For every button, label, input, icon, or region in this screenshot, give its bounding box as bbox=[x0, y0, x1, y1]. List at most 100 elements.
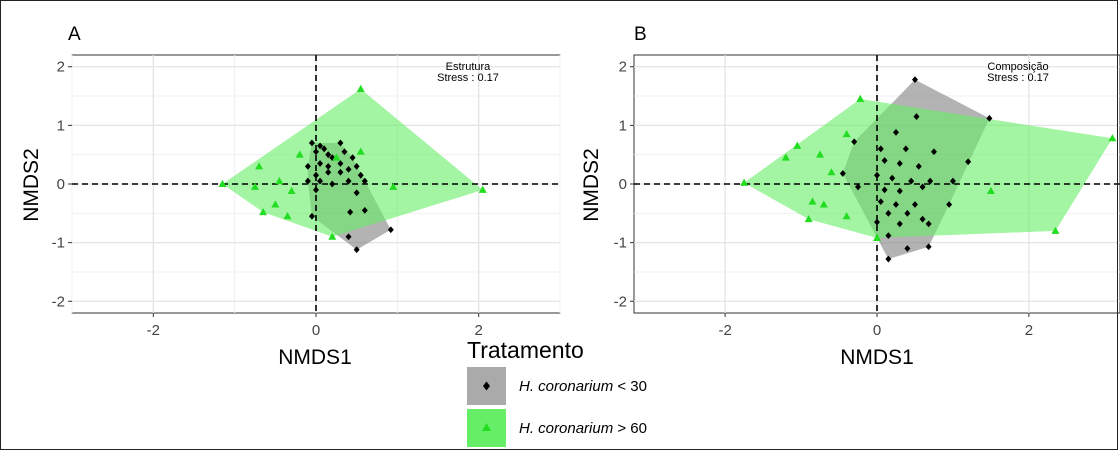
data-point-diamond bbox=[308, 212, 315, 220]
data-point-diamond bbox=[885, 209, 892, 217]
data-point-triangle bbox=[389, 182, 398, 190]
data-point-diamond bbox=[361, 206, 368, 214]
data-point-diamond bbox=[902, 145, 909, 153]
data-point-diamond bbox=[986, 114, 993, 122]
x-tick-label: 2 bbox=[1025, 322, 1033, 339]
data-point-triangle bbox=[287, 186, 296, 195]
data-point-diamond bbox=[357, 171, 364, 179]
data-point-diamond bbox=[885, 255, 892, 263]
data-point-diamond bbox=[896, 220, 903, 228]
legend: Tratamento H. coronarium < 30 H. coronar… bbox=[467, 337, 647, 447]
data-point-diamond bbox=[361, 177, 368, 185]
data-point-diamond bbox=[313, 171, 319, 179]
data-point-triangle bbox=[827, 168, 836, 176]
data-point-triangle bbox=[1108, 134, 1117, 142]
data-point-triangle bbox=[478, 185, 487, 193]
data-point-diamond bbox=[911, 76, 918, 84]
data-point-diamond bbox=[855, 183, 862, 191]
data-point-triangle bbox=[986, 186, 995, 195]
data-point-triangle bbox=[295, 150, 304, 158]
x-tick-label: 0 bbox=[873, 322, 881, 339]
data-point-triangle bbox=[1051, 226, 1060, 234]
data-point-triangle bbox=[356, 84, 365, 93]
data-point-triangle bbox=[781, 153, 790, 161]
data-point-triangle bbox=[275, 176, 284, 185]
data-point-diamond bbox=[353, 163, 360, 170]
data-point-diamond bbox=[946, 201, 953, 208]
x-tick-label: 0 bbox=[312, 322, 320, 339]
data-point-diamond bbox=[915, 163, 922, 170]
data-point-diamond bbox=[925, 220, 932, 228]
data-point-diamond bbox=[337, 160, 344, 167]
annotation-line-2: Stress : 0.17 bbox=[987, 72, 1049, 84]
data-point-triangle bbox=[251, 182, 259, 190]
data-point-diamond bbox=[874, 218, 880, 226]
data-point-diamond bbox=[325, 168, 332, 176]
y-tick-label: 0 bbox=[619, 176, 627, 193]
data-point-diamond bbox=[911, 201, 918, 208]
annotation-line-1: Estrutura bbox=[446, 61, 492, 73]
hull-high bbox=[744, 99, 1113, 238]
data-point-triangle bbox=[740, 178, 749, 186]
data-point-triangle bbox=[332, 153, 341, 161]
y-tick-label: -2 bbox=[52, 293, 65, 310]
data-point-diamond bbox=[919, 215, 926, 223]
data-point-diamond bbox=[927, 177, 934, 185]
data-point-triangle bbox=[271, 200, 280, 208]
data-point-diamond bbox=[321, 145, 328, 153]
data-point-diamond bbox=[889, 174, 896, 182]
x-tick-label: 2 bbox=[474, 322, 482, 339]
data-point-diamond bbox=[839, 170, 846, 177]
x-tick-label: -2 bbox=[718, 322, 731, 339]
data-point-diamond bbox=[313, 148, 319, 156]
data-point-triangle bbox=[255, 162, 264, 170]
data-point-diamond bbox=[881, 157, 888, 164]
data-point-diamond bbox=[353, 246, 360, 254]
y-tick-label: 1 bbox=[619, 117, 627, 134]
data-point-diamond bbox=[349, 154, 356, 162]
data-point-diamond bbox=[896, 187, 903, 195]
panel-label: A bbox=[68, 24, 81, 45]
data-point-triangle bbox=[793, 141, 802, 149]
legend-marker-diamond bbox=[483, 381, 490, 391]
y-tick-label: 1 bbox=[57, 117, 65, 134]
data-point-diamond bbox=[913, 113, 920, 120]
y-tick-label: 2 bbox=[57, 59, 65, 76]
data-point-triangle bbox=[842, 129, 851, 138]
data-point-diamond bbox=[317, 160, 324, 167]
data-point-diamond bbox=[329, 154, 336, 162]
data-point-triangle bbox=[819, 200, 828, 208]
data-point-triangle bbox=[804, 214, 813, 223]
data-point-triangle bbox=[218, 179, 227, 187]
y-tick-label: 2 bbox=[619, 59, 627, 76]
data-point-diamond bbox=[325, 151, 332, 159]
data-point-diamond bbox=[387, 226, 394, 234]
y-axis-label: NMDS2 bbox=[20, 148, 43, 222]
data-point-diamond bbox=[930, 148, 937, 156]
data-point-diamond bbox=[877, 198, 884, 205]
data-point-diamond bbox=[313, 186, 319, 194]
data-point-triangle bbox=[873, 233, 881, 241]
data-point-diamond bbox=[949, 177, 956, 185]
data-point-diamond bbox=[347, 208, 354, 216]
x-axis-label: NMDS1 bbox=[278, 346, 352, 369]
data-point-diamond bbox=[919, 183, 926, 191]
legend-title: Tratamento bbox=[467, 337, 584, 363]
data-point-diamond bbox=[317, 177, 324, 185]
data-point-diamond bbox=[904, 209, 911, 217]
data-point-triangle bbox=[842, 212, 851, 220]
y-tick-label: -1 bbox=[52, 235, 65, 252]
data-point-diamond bbox=[851, 138, 858, 146]
data-point-diamond bbox=[925, 243, 932, 251]
data-point-diamond bbox=[304, 177, 311, 185]
legend-marker-triangle bbox=[482, 423, 491, 431]
data-point-diamond bbox=[345, 165, 352, 173]
data-point-diamond bbox=[965, 158, 972, 166]
data-point-triangle bbox=[259, 207, 268, 216]
data-point-diamond bbox=[308, 139, 315, 147]
data-point-diamond bbox=[885, 232, 892, 239]
y-tick-label: 0 bbox=[57, 176, 65, 193]
x-axis-label: NMDS1 bbox=[840, 346, 914, 369]
